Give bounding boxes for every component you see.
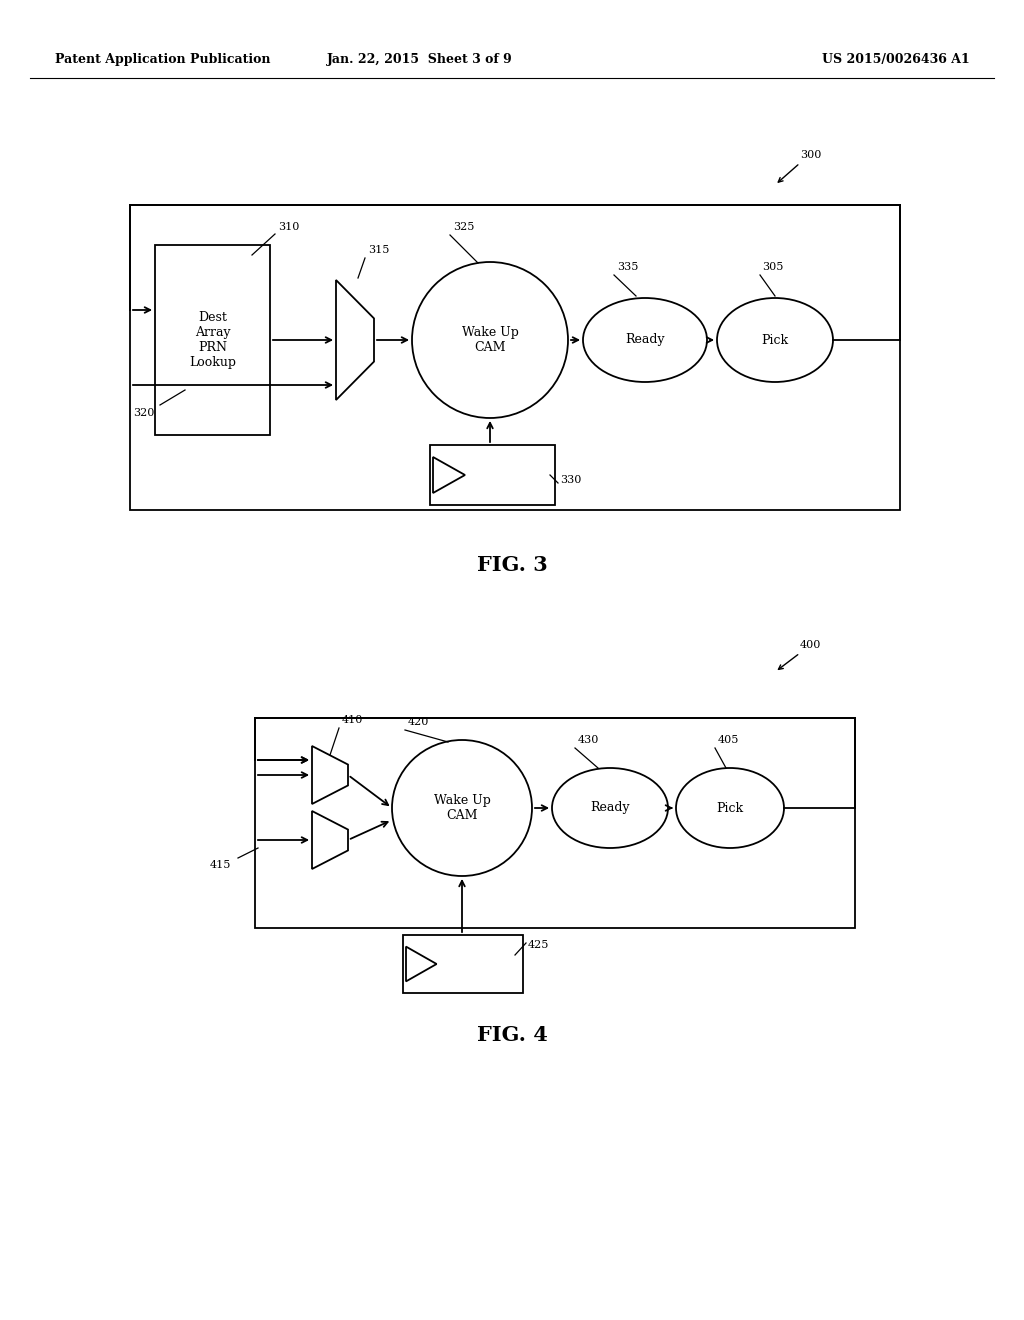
Ellipse shape [392, 741, 532, 876]
Text: FIG. 4: FIG. 4 [476, 1026, 548, 1045]
Text: 415: 415 [210, 861, 231, 870]
Text: Pick: Pick [762, 334, 788, 346]
Ellipse shape [583, 298, 707, 381]
Text: FIG. 3: FIG. 3 [476, 554, 548, 576]
Polygon shape [406, 946, 436, 981]
Polygon shape [433, 457, 465, 492]
Polygon shape [312, 810, 348, 869]
Ellipse shape [412, 261, 568, 418]
Text: Patent Application Publication: Patent Application Publication [55, 54, 270, 66]
Text: 310: 310 [278, 222, 299, 232]
Text: 335: 335 [617, 261, 638, 272]
Bar [255, 718, 855, 928]
Text: Wake Up
CAM: Wake Up CAM [462, 326, 518, 354]
Text: 315: 315 [368, 246, 389, 255]
Text: Wake Up
CAM: Wake Up CAM [433, 795, 490, 822]
Text: Jan. 22, 2015  Sheet 3 of 9: Jan. 22, 2015 Sheet 3 of 9 [327, 54, 513, 66]
Text: 305: 305 [762, 261, 783, 272]
Text: 300: 300 [800, 150, 821, 160]
Text: 420: 420 [408, 717, 429, 727]
Bar [403, 935, 523, 993]
Ellipse shape [552, 768, 668, 847]
Text: Dest
Array
PRN
Lookup: Dest Array PRN Lookup [189, 312, 236, 370]
Bar [430, 445, 555, 506]
Text: 410: 410 [342, 715, 364, 725]
Ellipse shape [676, 768, 784, 847]
Text: Ready: Ready [590, 801, 630, 814]
Text: 330: 330 [560, 475, 582, 484]
Text: 325: 325 [453, 222, 474, 232]
Text: Pick: Pick [717, 801, 743, 814]
Text: 430: 430 [578, 735, 599, 744]
Polygon shape [336, 280, 374, 400]
Text: 400: 400 [800, 640, 821, 649]
Bar [130, 205, 900, 510]
Text: 405: 405 [718, 735, 739, 744]
Text: 425: 425 [528, 940, 549, 950]
Ellipse shape [717, 298, 833, 381]
Text: US 2015/0026436 A1: US 2015/0026436 A1 [822, 54, 970, 66]
Polygon shape [312, 746, 348, 804]
Text: 320: 320 [133, 408, 155, 418]
Bar [155, 246, 270, 436]
Text: Ready: Ready [626, 334, 665, 346]
